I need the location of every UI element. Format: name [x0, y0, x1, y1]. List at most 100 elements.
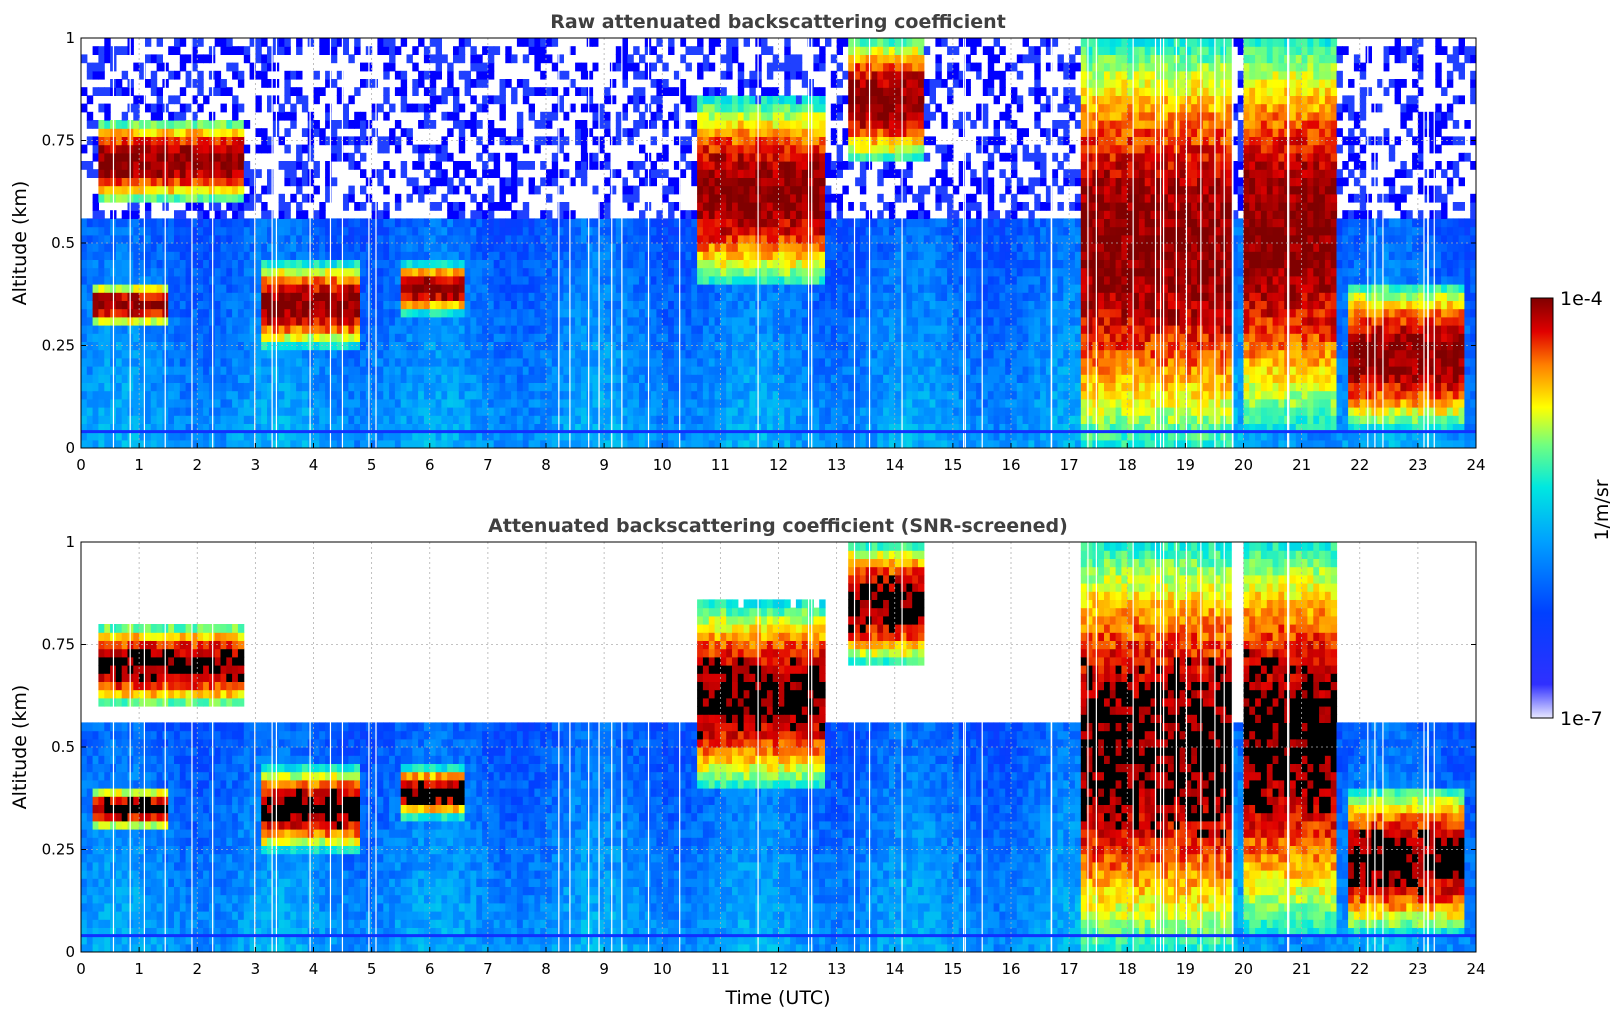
heatmap-cell [354, 407, 361, 416]
heatmap-cell [732, 136, 739, 146]
heatmap-cell [86, 415, 94, 424]
heatmap-cell [714, 300, 721, 310]
heatmap-cell [115, 161, 123, 170]
heatmap-cell [325, 46, 332, 55]
heatmap-cell [656, 423, 663, 433]
heatmap-cell [621, 54, 628, 64]
heatmap-cell [505, 407, 512, 416]
heatmap-cell [243, 431, 251, 441]
heatmap-cell [301, 439, 309, 448]
heatmap-cell [592, 185, 599, 195]
heatmap-cell [592, 251, 599, 260]
heatmap-cell [185, 267, 192, 277]
heatmap-cell [458, 259, 466, 269]
heatmap-cell [203, 144, 210, 154]
heatmap-cell [383, 46, 390, 55]
heatmap-cell [639, 357, 646, 367]
heatmap-cell [156, 193, 163, 203]
heatmap-cell [377, 218, 384, 228]
heatmap-cell [214, 144, 222, 154]
heatmap-cell [290, 161, 297, 170]
heatmap-cell [673, 177, 681, 187]
heatmap-cell [423, 144, 431, 154]
heatmap-cell [179, 382, 187, 392]
heatmap-cell [179, 357, 187, 367]
heatmap-cell [197, 357, 204, 367]
heatmap-cell [737, 300, 745, 310]
heatmap-cell [150, 366, 158, 375]
heatmap-cell [528, 87, 535, 96]
heatmap-cell [197, 308, 204, 318]
heatmap-cell [714, 308, 721, 318]
heatmap-cell [400, 374, 408, 383]
heatmap-cell [290, 349, 297, 359]
heatmap-cell [487, 333, 495, 342]
heatmap-cell [534, 292, 541, 301]
heatmap-cell [761, 169, 768, 178]
heatmap-cell [778, 308, 785, 318]
heatmap-cell [604, 210, 611, 219]
heatmap-cell [325, 341, 332, 351]
heatmap-cell [732, 439, 739, 448]
heatmap-cell [179, 415, 187, 424]
heatmap-cell [278, 210, 285, 219]
heatmap-cell [98, 234, 105, 244]
heatmap-cell [534, 382, 541, 392]
heatmap-cell [255, 333, 262, 342]
heatmap-cell [656, 284, 663, 293]
heatmap-cell [784, 439, 791, 448]
heatmap-cell [650, 275, 657, 285]
heatmap-cell [121, 177, 129, 187]
heatmap-cell [232, 333, 239, 342]
heatmap-cell [226, 407, 233, 416]
heatmap-cell [621, 62, 628, 72]
heatmap-cell [400, 439, 408, 448]
heatmap-cell [296, 234, 303, 244]
heatmap-cell [203, 128, 210, 137]
heatmap-cell [679, 390, 687, 400]
heatmap-cell [232, 218, 239, 228]
heatmap-cell [458, 218, 466, 228]
heatmap-cell [772, 431, 780, 441]
heatmap-cell [563, 382, 570, 392]
heatmap-cell [598, 275, 605, 285]
heatmap-cell [441, 341, 448, 351]
heatmap-cell [237, 415, 245, 424]
heatmap-cell [679, 87, 687, 96]
heatmap-cell [569, 308, 576, 318]
heatmap-cell [662, 325, 669, 334]
heatmap-cell [144, 79, 152, 88]
heatmap-cell [342, 111, 349, 121]
heatmap-cell [795, 439, 803, 448]
heatmap-cell [621, 243, 628, 252]
heatmap-cell [743, 366, 750, 375]
heatmap-cell [743, 333, 750, 342]
heatmap-cell [586, 341, 594, 351]
heatmap-cell [772, 259, 780, 269]
heatmap-cell [150, 390, 158, 400]
heatmap-cell [296, 333, 303, 342]
heatmap-cell [546, 349, 553, 359]
heatmap-cell [86, 161, 94, 170]
heatmap-cell [795, 292, 803, 301]
heatmap-cell [464, 226, 471, 236]
heatmap-cell [81, 87, 88, 96]
heatmap-cell [98, 366, 105, 375]
heatmap-cell [673, 251, 681, 260]
heatmap-cell [685, 382, 692, 392]
heatmap-cell [226, 259, 233, 269]
heatmap-cell [348, 95, 355, 105]
heatmap-cell [86, 259, 94, 269]
heatmap-cell [377, 169, 384, 178]
heatmap-cell [255, 390, 262, 400]
heatmap-cell [121, 292, 129, 301]
heatmap-cell [156, 161, 163, 170]
heatmap-cell [144, 325, 152, 334]
heatmap-cell [360, 382, 367, 392]
heatmap-cell [720, 226, 727, 236]
heatmap-cell [203, 152, 210, 162]
heatmap-cell [516, 366, 524, 375]
heatmap-cell [557, 275, 564, 285]
heatmap-cell [580, 275, 588, 285]
heatmap-cell [586, 251, 594, 260]
